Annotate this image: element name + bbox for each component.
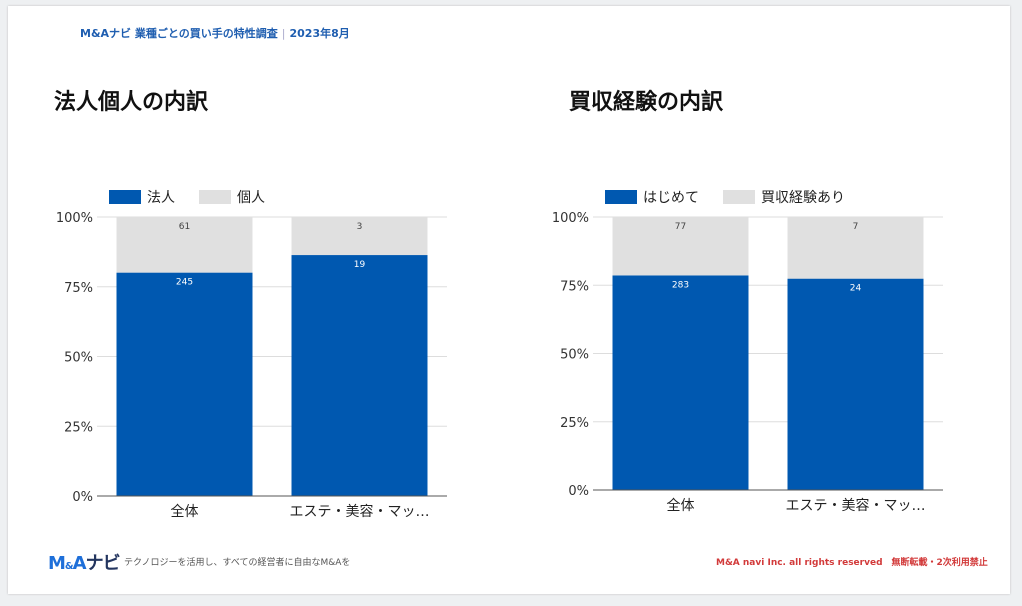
data-label: 7 [853,222,859,232]
y-tick-label: 100% [56,211,93,226]
legend-swatch [605,190,637,204]
legend-label: 買収経験あり [761,190,845,206]
data-label: 77 [675,222,686,232]
y-tick-label: 0% [568,484,589,499]
bar-segment [612,275,749,490]
data-label: 61 [179,222,190,232]
bar-segment [612,217,749,276]
y-tick-label: 75% [64,281,93,296]
footer-logo: M&Aナビ [48,553,121,574]
data-label: 19 [354,260,366,270]
bar-segment [787,217,924,279]
bar-segment [291,217,428,256]
legend-label: 個人 [237,190,265,206]
chart-title-right: 買収経験の内訳 [569,90,724,115]
bar-segment [116,272,253,496]
legend-swatch [109,190,141,204]
footer-copyright: M&A navi Inc. all rights reserved 無断転載・2… [716,558,988,568]
chart-acquisition-experience: はじめて 買収経験あり 0% 25% 50% 75% 100% 283 77 全体 24 7 エステ・美… [552,190,943,514]
x-tick-label: エステ・美容・マッ… [290,503,430,520]
y-tick-label: 25% [64,420,93,435]
chart-corporate-individual: 法人 個人 0% 25% 50% 75% 100% 245 61 全体 19 3 エステ・美容・マッ… [56,190,447,520]
header: M&Aナビ 業種ごとの買い手の特性調査 | 2023年8月 [80,27,350,40]
bar-segment [116,217,253,273]
data-label: 24 [850,284,862,294]
header-title: M&Aナビ 業種ごとの買い手の特性調査 [80,27,278,40]
y-tick-label: 75% [560,279,589,294]
legend-swatch [723,190,755,204]
chart-title-left: 法人個人の内訳 [54,90,209,115]
data-label: 283 [672,280,689,290]
x-tick-label: 全体 [667,497,695,514]
slide: M&Aナビ 業種ごとの買い手の特性調査 | 2023年8月 法人個人の内訳 買収経験… [8,6,1010,594]
y-tick-label: 100% [552,211,589,226]
y-tick-label: 25% [560,416,589,431]
header-date: 2023年8月 [289,27,350,40]
bar-segment [291,255,428,496]
y-tick-label: 50% [560,348,589,363]
y-tick-label: 0% [72,490,93,505]
legend-swatch [199,190,231,204]
data-label: 245 [176,278,193,288]
footer-tagline: テクノロジーを活用し、すべての経営者に自由なM&Aを [124,558,351,568]
legend-label: 法人 [147,190,175,206]
legend-label: はじめて [643,190,699,206]
x-tick-label: エステ・美容・マッ… [786,497,926,514]
x-tick-label: 全体 [171,503,199,520]
data-label: 3 [357,222,363,232]
bar-segment [787,278,924,490]
y-tick-label: 50% [64,351,93,366]
